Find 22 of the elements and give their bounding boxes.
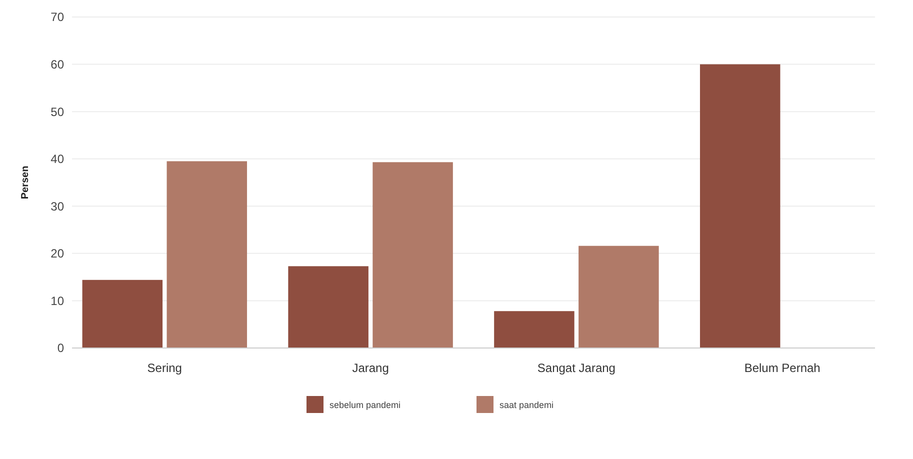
legend-label: sebelum pandemi (330, 400, 401, 410)
x-tick-label: Belum Pernah (744, 361, 820, 375)
bar (166, 161, 248, 348)
bar (82, 280, 163, 348)
bar (578, 246, 659, 348)
y-tick-label: 40 (50, 152, 64, 166)
y-tick-label: 10 (50, 294, 64, 308)
y-tick-label: 60 (50, 57, 64, 72)
x-tick-label: Sangat Jarang (537, 361, 616, 375)
y-tick-label: 50 (50, 104, 64, 119)
bar (494, 311, 574, 348)
bar (372, 162, 453, 348)
y-axis-title: Persen (20, 166, 31, 200)
y-tick-label: 0 (57, 341, 64, 356)
x-tick-label: Jarang (352, 361, 389, 375)
y-tick-label: 20 (50, 246, 64, 261)
legend-label: saat pandemi (500, 400, 554, 410)
x-tick-label: Sering (147, 361, 182, 375)
y-tick-label: 70 (50, 10, 64, 24)
y-tick-label: 30 (50, 199, 64, 214)
bar (700, 64, 780, 348)
bar (288, 266, 368, 348)
